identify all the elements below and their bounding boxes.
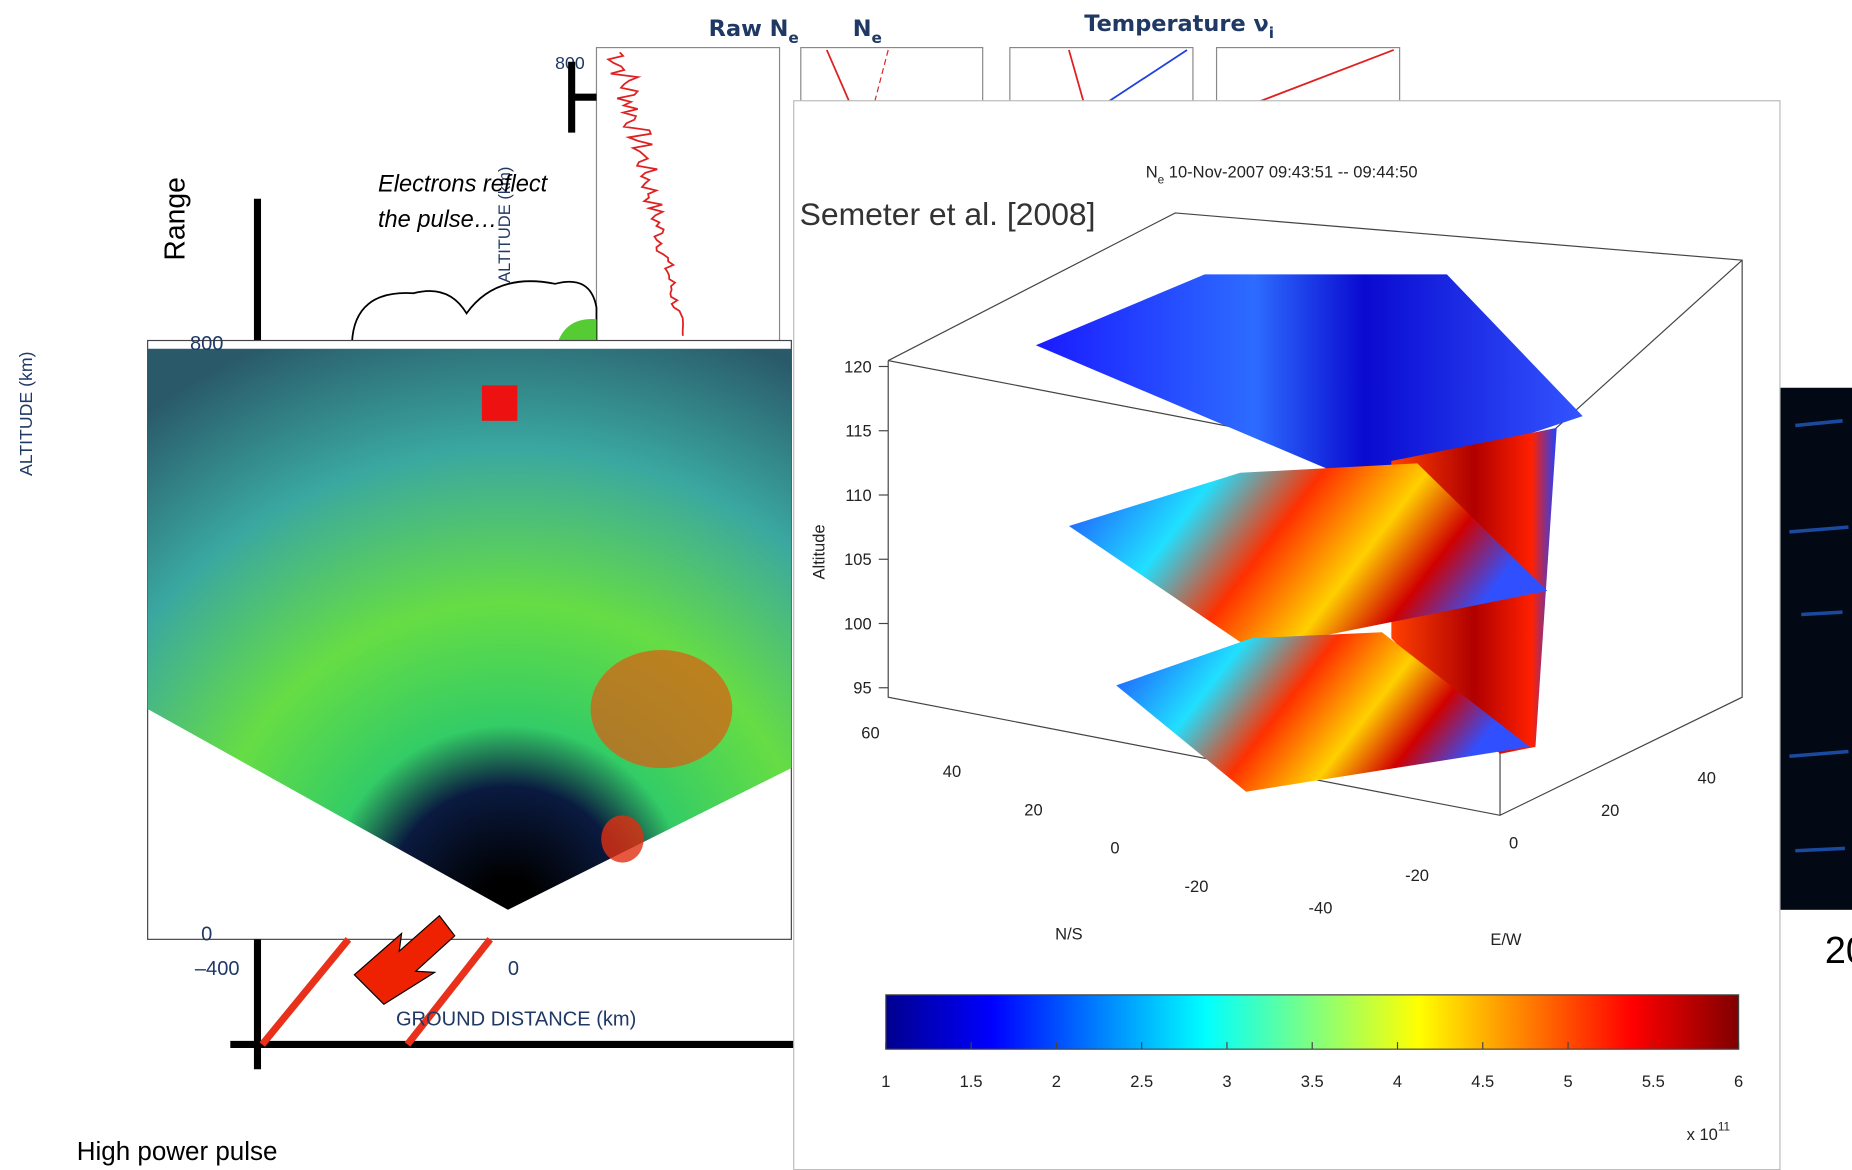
- fan-ytick: 0: [201, 924, 212, 946]
- z-tick: 115: [845, 422, 871, 441]
- colorbar-tick: 2.5: [1130, 1072, 1153, 1091]
- streak: [1801, 612, 1842, 614]
- colorbar-tick: 4.5: [1471, 1072, 1494, 1091]
- header-temperature: Temperature νi: [1084, 11, 1274, 42]
- ns-tick: 20: [1024, 800, 1042, 819]
- subscript: i: [1269, 24, 1274, 42]
- colorbar-tick: 5: [1563, 1072, 1572, 1091]
- ns-tick: -20: [1185, 877, 1209, 896]
- streak: [1795, 848, 1845, 850]
- colorbar-tick: 1: [881, 1072, 890, 1091]
- text: 10-Nov-2007 09:43:51 -- 09:44:50: [1164, 163, 1417, 182]
- ew-tick: 20: [1601, 801, 1619, 820]
- page: Raw Ne Ne Temperature νi 800 ALTITUDE (k…: [0, 0, 1852, 1170]
- header-raw-ne: Raw Ne: [709, 16, 799, 47]
- text: x 10: [1687, 1125, 1718, 1144]
- citation: Semeter et al. [2008]: [800, 196, 1096, 232]
- ns-tick: 40: [943, 762, 961, 781]
- fan-xlabel: GROUND DISTANCE (km): [396, 1009, 636, 1031]
- dark-panel: [1778, 388, 1852, 910]
- subscript: e: [788, 29, 798, 47]
- subscript: e: [872, 29, 882, 47]
- mini-panel: [1217, 48, 1400, 105]
- z-tick: 95: [853, 679, 871, 698]
- range-label: Range: [159, 177, 191, 260]
- ew-tick: -40: [1309, 898, 1333, 917]
- clipped-label: 20: [1825, 930, 1852, 972]
- ew-label: E/W: [1490, 930, 1522, 949]
- annotation: the pulse…: [378, 207, 497, 233]
- hot-spot: [601, 815, 644, 862]
- fan-xtick: 0: [508, 958, 519, 980]
- ns-tick: 0: [1110, 839, 1119, 858]
- pulse-label: High power pulse: [77, 1136, 278, 1166]
- fan-ylabel: ALTITUDE (km): [16, 351, 36, 476]
- mini-panels: [801, 48, 1400, 105]
- hot-spot: [591, 650, 733, 768]
- z-label: Altitude: [809, 524, 828, 579]
- slide: Raw Ne Ne Temperature νi 800 ALTITUDE (k…: [0, 0, 1852, 1170]
- mini-panel: [801, 48, 983, 105]
- ns-label: N/S: [1055, 924, 1083, 943]
- colorbar: [886, 995, 1739, 1049]
- ew-tick: -20: [1405, 866, 1429, 885]
- profile-panel: [596, 48, 779, 343]
- z-tick: 105: [844, 550, 872, 569]
- cloud: [352, 281, 596, 343]
- colorbar-tick: 3: [1222, 1072, 1231, 1091]
- colorbar-tick: 2: [1052, 1072, 1061, 1091]
- ns-tick: 60: [861, 724, 879, 743]
- z-tick: 120: [844, 357, 872, 376]
- ew-tick: 0: [1509, 833, 1518, 852]
- colorbar-tick: 5.5: [1642, 1072, 1665, 1091]
- text: N: [853, 16, 872, 42]
- text: N: [1146, 163, 1158, 182]
- text: Temperature ν: [1084, 11, 1269, 37]
- ew-tick: 40: [1698, 768, 1716, 787]
- fan-xtick: –400: [195, 958, 240, 980]
- colorbar-tick: 1.5: [960, 1072, 983, 1091]
- colorbar-tick: 6: [1734, 1072, 1743, 1091]
- annotation: Electrons reflect: [378, 172, 549, 198]
- mini-panel: [1010, 48, 1193, 105]
- text: Raw N: [709, 16, 789, 42]
- z-tick: 110: [845, 486, 871, 505]
- superscript: 11: [1718, 1120, 1730, 1134]
- colorbar-tick: 3.5: [1301, 1072, 1324, 1091]
- marker: [482, 385, 517, 420]
- z-tick: 100: [844, 614, 872, 633]
- header-ne: Ne: [853, 16, 882, 47]
- colorbar-tick: 4: [1393, 1072, 1402, 1091]
- fan-ytick: 800: [190, 333, 223, 355]
- pulse-line: [262, 939, 348, 1044]
